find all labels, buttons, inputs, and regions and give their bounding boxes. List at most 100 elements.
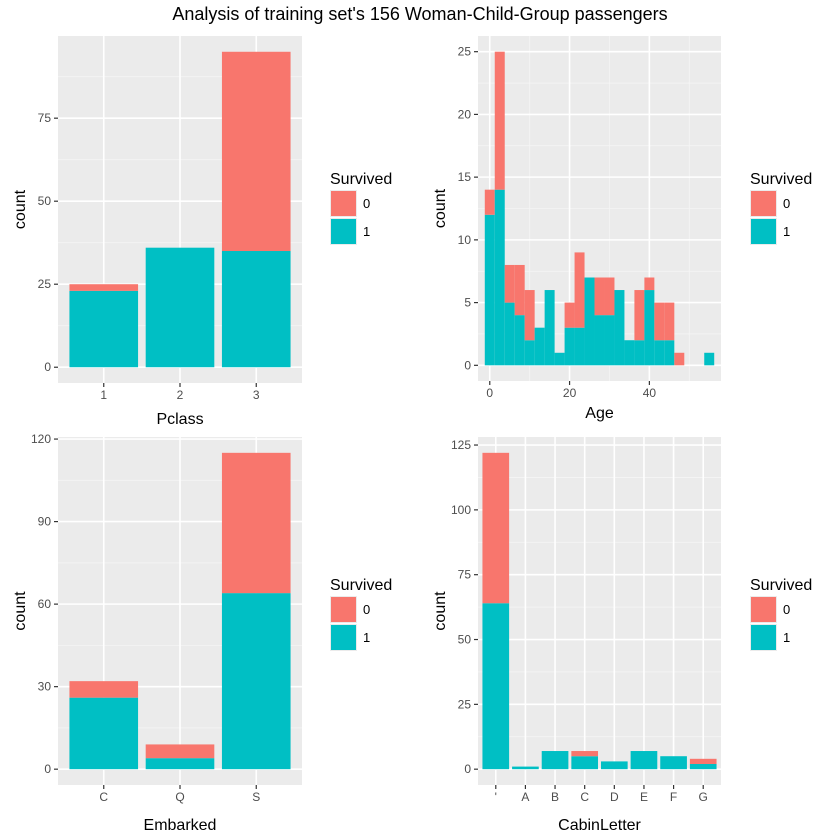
bar-survived-1 — [614, 290, 625, 366]
y-tick-label: 25 — [38, 277, 52, 291]
legend-title: Survived — [330, 577, 392, 594]
bar-survived-0 — [674, 352, 685, 366]
bar-survived-0 — [574, 252, 585, 328]
bar-survived-1 — [600, 761, 628, 770]
x-axis-title: Age — [585, 405, 614, 422]
legend: Survived 0 1 — [330, 577, 392, 651]
y-axis-title: count — [432, 188, 449, 228]
bar-survived-1 — [524, 340, 535, 366]
bar-survived-1 — [554, 352, 565, 366]
bar-survived-0 — [504, 264, 515, 303]
bar-survived-1 — [145, 247, 215, 368]
y-tick-label: 0 — [464, 762, 471, 776]
legend-swatch-0 — [751, 191, 776, 216]
y-tick-label: 20 — [458, 107, 472, 121]
y-tick-label: 50 — [458, 633, 472, 647]
y-axis-title: count — [12, 189, 29, 229]
chart-embarked: 0 30 60 90 120 C Q S Embarked count Survived 0 1 — [12, 432, 392, 834]
bar-survived-0 — [594, 277, 605, 316]
bar-survived-1 — [594, 315, 605, 366]
chart-pclass: 0 25 50 75 1 2 3 Pclass count Survived 0 1 — [12, 36, 392, 428]
bar-survived-1 — [494, 189, 505, 366]
x-axis-title: Embarked — [144, 817, 217, 834]
legend-title: Survived — [330, 171, 392, 188]
bar-survived-1 — [69, 697, 139, 770]
x-tick-label: 3 — [253, 388, 260, 402]
legend-label-1: 1 — [363, 630, 370, 645]
bar-survived-0 — [69, 284, 139, 291]
bar-survived-1 — [644, 290, 655, 366]
bar-survived-0 — [514, 264, 525, 316]
y-tick-label: 60 — [38, 597, 52, 611]
legend-swatch-1 — [331, 219, 356, 244]
y-tick-label: 0 — [44, 360, 51, 374]
bar-survived-1 — [69, 290, 139, 368]
bar-survived-1 — [571, 756, 599, 770]
y-tick-label: 120 — [31, 432, 51, 446]
legend-label-0: 0 — [783, 196, 790, 211]
y-tick-label: 0 — [44, 762, 51, 776]
bar-survived-0 — [654, 302, 665, 341]
bar-survived-1 — [634, 340, 645, 366]
x-tick-label: 2 — [177, 388, 184, 402]
bar-survived-0 — [564, 302, 575, 328]
bar-survived-1 — [514, 315, 525, 366]
legend-label-0: 0 — [363, 196, 370, 211]
x-tick-label: F — [670, 790, 677, 804]
bar-survived-1 — [221, 251, 291, 368]
bar-survived-1 — [689, 763, 717, 770]
legend-label-0: 0 — [363, 602, 370, 617]
legend-swatch-0 — [751, 597, 776, 622]
bar-survived-1 — [541, 751, 569, 770]
chart-cabin: 0 25 50 75 100 125 ' A B C D E F G CabinLetter count Sur… — [432, 437, 812, 834]
legend: Survived 0 1 — [330, 171, 392, 245]
y-tick-label: 30 — [38, 680, 52, 694]
y-tick-label: 25 — [458, 45, 472, 59]
x-tick-label: 1 — [100, 388, 107, 402]
bar-survived-1 — [624, 340, 635, 366]
bar-survived-1 — [564, 327, 575, 366]
y-tick-label: 75 — [458, 568, 472, 582]
y-tick-label: 25 — [458, 697, 472, 711]
bar-survived-0 — [644, 277, 655, 291]
x-tick-label: S — [252, 790, 260, 804]
bar-survived-0 — [69, 681, 139, 698]
x-tick-label: B — [551, 790, 559, 804]
bar-survived-1 — [664, 340, 675, 366]
x-tick-label: C — [580, 790, 589, 804]
x-axis-title: Pclass — [156, 411, 203, 428]
x-tick-label: 0 — [486, 386, 493, 400]
bar-survived-1 — [484, 214, 495, 366]
bar-survived-0 — [604, 277, 615, 316]
bar-survived-0 — [145, 744, 215, 759]
legend-label-1: 1 — [783, 224, 790, 239]
x-tick-label: G — [699, 790, 708, 804]
y-tick-label: 125 — [451, 438, 471, 452]
legend-swatch-0 — [331, 597, 356, 622]
y-tick-label: 90 — [38, 515, 52, 529]
x-tick-label: ' — [495, 790, 497, 804]
x-tick-label: E — [640, 790, 648, 804]
x-tick-label: Q — [175, 790, 184, 804]
bar-survived-0 — [482, 452, 510, 604]
bar-survived-1 — [660, 756, 687, 770]
bar-survived-1 — [630, 751, 658, 770]
bar-survived-0 — [634, 290, 645, 341]
y-tick-label: 15 — [458, 170, 472, 184]
bar-survived-1 — [654, 340, 665, 366]
bar-survived-0 — [689, 758, 717, 764]
legend-label-1: 1 — [783, 630, 790, 645]
legend-swatch-1 — [751, 219, 776, 244]
legend-title: Survived — [750, 171, 812, 188]
bar-survived-1 — [604, 315, 615, 366]
bar-survived-0 — [494, 51, 505, 190]
x-tick-label: A — [521, 790, 529, 804]
main-title: Analysis of training set's 156 Woman-Chi… — [172, 4, 668, 24]
bar-survived-1 — [534, 327, 545, 366]
bar-survived-1 — [221, 593, 291, 770]
chart-age: 0 5 10 15 20 25 0 20 40 Age count Survived 0 1 — [432, 36, 812, 422]
legend: Survived 0 1 — [750, 171, 812, 245]
legend-swatch-1 — [331, 625, 356, 650]
y-tick-label: 0 — [464, 358, 471, 372]
